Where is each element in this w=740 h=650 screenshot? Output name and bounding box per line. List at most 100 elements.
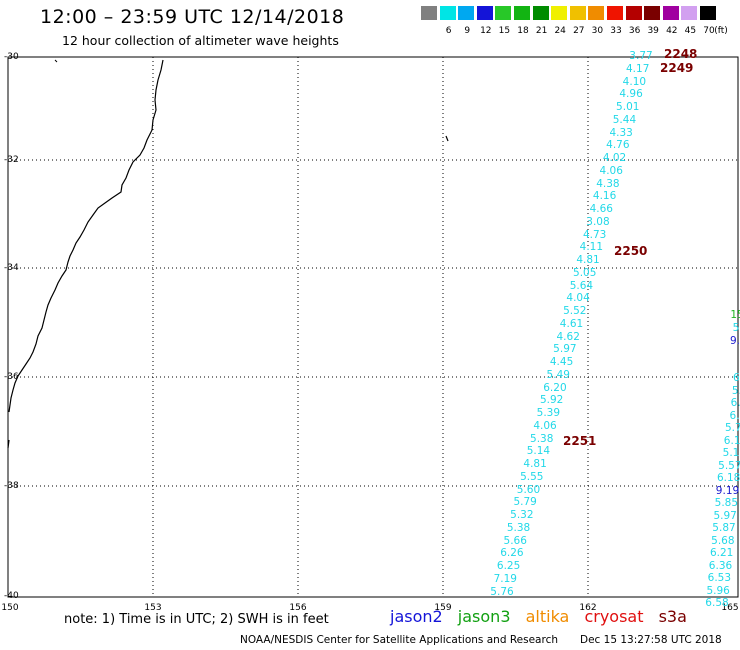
- wave-height-value: 4.62: [556, 330, 580, 343]
- lon-label: 150: [1, 603, 19, 613]
- wave-height-value: 6.36: [708, 559, 733, 572]
- wave-height-value: 5.55: [520, 470, 544, 483]
- scale-label: 33: [610, 26, 622, 36]
- map-frame: [7, 56, 739, 598]
- scale-label: 27: [573, 26, 585, 36]
- lat-label: -30: [4, 52, 19, 62]
- wave-height-value: 5.01: [616, 101, 640, 113]
- wave-height-value: 4.81: [523, 458, 547, 470]
- lon-label: 165: [721, 603, 739, 613]
- wave-height-value: 6.: [730, 397, 740, 409]
- scale-swatch: [476, 6, 493, 20]
- scale-swatch: [607, 6, 623, 20]
- wave-height-value: 5.96: [706, 584, 730, 597]
- wave-height-value: 5: [732, 322, 740, 334]
- wave-height-value: 5.14: [526, 445, 551, 458]
- wave-height-value: 4.10: [622, 75, 647, 88]
- scale-swatch: [421, 6, 437, 20]
- wave-height-value: 5.: [731, 384, 740, 397]
- scale-swatch: [514, 6, 530, 20]
- satellite-cryosat: cryosat: [584, 607, 644, 626]
- wave-height-value: 5.97: [553, 343, 577, 356]
- wave-height-value: 6.26: [500, 547, 524, 560]
- wave-height-value: 6.58: [705, 597, 729, 609]
- wave-height-value: 6.53: [707, 572, 732, 584]
- orbit-number: 2249: [660, 61, 694, 75]
- wave-height-value: 4.06: [533, 419, 557, 432]
- wave-height-value: 9.19: [715, 484, 740, 497]
- wave-height-value: 5.76: [490, 585, 514, 598]
- map-subtitle: 12 hour collection of altimeter wave hei…: [62, 33, 339, 48]
- wave-height-value: 9.: [729, 335, 740, 347]
- scale-swatch: [625, 6, 642, 20]
- scale-swatch: [700, 6, 716, 20]
- scale-label: 15: [498, 26, 511, 36]
- wave-height-value: 5.52: [563, 305, 587, 317]
- wave-height-value: 5.7: [724, 422, 740, 434]
- scale-label: 39: [647, 26, 659, 36]
- island-marker: [445, 135, 449, 142]
- wave-height-value: 4.73: [582, 228, 607, 241]
- lon-label: 156: [289, 603, 307, 613]
- wave-height-value: 4.61: [559, 317, 584, 330]
- scale-label: 12: [480, 26, 492, 36]
- wave-height-value: 5.05: [573, 266, 597, 279]
- satellite-legend: jason2 jason3 altika cryosat s3a: [390, 607, 697, 626]
- wave-height-value: 6.: [732, 372, 740, 384]
- wave-height-value: 4.38: [596, 177, 620, 190]
- wave-height-value: 5.32: [510, 509, 534, 521]
- scale-swatch: [588, 6, 605, 20]
- lat-label: -38: [4, 481, 19, 491]
- lat-label: -32: [4, 155, 19, 165]
- wave-height-value: 5.38: [506, 521, 531, 534]
- lon-label: 162: [579, 603, 597, 613]
- scale-label: 18: [517, 26, 529, 36]
- orbit-number: 2251: [563, 434, 597, 448]
- wave-height-value: 7.19: [493, 572, 517, 585]
- scale-label: 70: [703, 26, 715, 36]
- scale-label: 24: [554, 26, 566, 36]
- satellite-s3a: s3a: [658, 607, 687, 626]
- scale-swatch: [569, 6, 586, 20]
- scale-swatch: [495, 6, 512, 20]
- scale-label: 42: [666, 26, 678, 36]
- scale-swatch: [644, 6, 661, 20]
- scale-swatch: [662, 6, 679, 20]
- scale-swatch: [532, 6, 549, 20]
- scale-swatch: [681, 6, 698, 20]
- wave-height-value: 5.85: [714, 497, 739, 509]
- wave-height-value: 5.66: [503, 534, 527, 547]
- satellite-altika: altika: [525, 607, 570, 626]
- island-marker: [54, 59, 58, 63]
- orbit-number: 2250: [614, 244, 648, 258]
- satellite-jason3: jason3: [457, 607, 511, 626]
- wave-height-value: 6.20: [543, 381, 567, 394]
- map-title: 12:00 – 23:59 UTC 12/14/2018: [40, 6, 345, 28]
- units-note: note: 1) Time is in UTC; 2) SWH is in fe…: [64, 612, 329, 627]
- wave-height-value: 5.92: [539, 394, 564, 407]
- wave-height-value: 4.33: [609, 126, 633, 139]
- wave-height-value: 5.1: [722, 447, 740, 459]
- scale-label: 36: [628, 26, 641, 36]
- wave-height-value: 5.39: [536, 407, 561, 419]
- wave-height-value: 6.: [729, 409, 740, 422]
- wave-height-value: 4.81: [576, 254, 600, 266]
- wave-height-value: 15: [730, 309, 740, 321]
- wave-height-value: 6.25: [496, 560, 521, 572]
- wave-height-value: 4.06: [599, 164, 623, 177]
- lat-label: -40: [4, 591, 19, 601]
- scale-label: 30: [591, 26, 604, 36]
- wave-height-value: 5.44: [612, 113, 637, 126]
- wave-height-value: 5.87: [712, 522, 736, 534]
- wave-height-value: 4.96: [619, 88, 643, 101]
- scale-label: 6: [445, 26, 452, 36]
- credit-line: NOAA/NESDIS Center for Satellite Applica…: [240, 634, 558, 646]
- wave-height-value: 5.68: [711, 534, 735, 547]
- lon-label: 159: [434, 603, 452, 613]
- lon-label: 153: [144, 603, 162, 613]
- wave-height-value: 4.11: [579, 241, 604, 254]
- lat-gridlines: [8, 159, 738, 487]
- wave-height-value: 5.57: [718, 459, 740, 472]
- wave-height-value: 5.38: [530, 432, 554, 445]
